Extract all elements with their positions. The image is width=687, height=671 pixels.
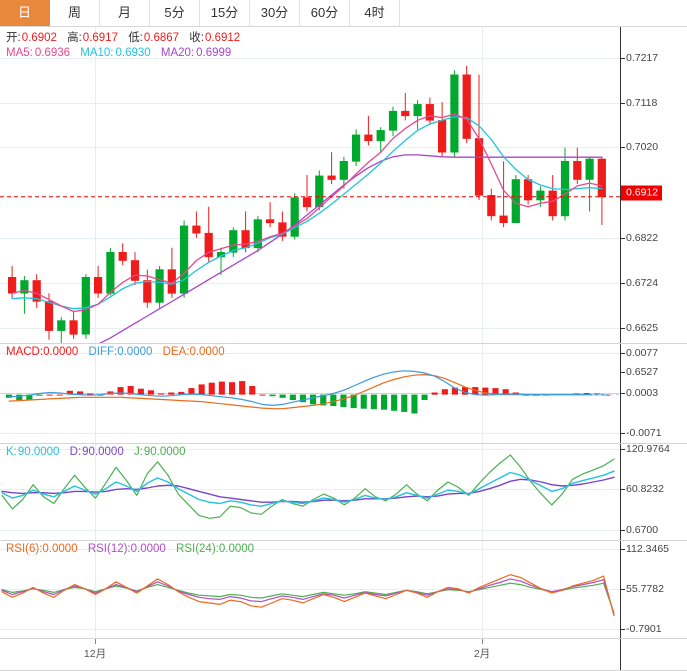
vertical-gridline [482, 444, 483, 540]
macd-zero-line [0, 393, 620, 394]
vertical-gridline [95, 344, 96, 443]
kdj-svg [1, 454, 615, 519]
time-axis-corner [620, 639, 687, 670]
tab-4[interactable]: 15分 [200, 0, 250, 26]
kdj-axis-label: 0.6700 [626, 524, 659, 536]
last-price-badge: 0.6912 [621, 185, 663, 201]
time-tick [95, 639, 96, 644]
gridline [0, 103, 620, 104]
tab-0[interactable]: 日 [0, 0, 50, 26]
price-axis-label: 0.6724 [626, 277, 659, 289]
gridline [0, 433, 620, 434]
macd-axis-label: 0.0077 [626, 347, 659, 359]
time-axis-label: 12月 [83, 648, 107, 660]
gridline [0, 549, 620, 550]
rsi-panel: RSI(6):0.0000 RSI(12):0.0000 RSI(24):0.0… [0, 540, 687, 638]
tab-6[interactable]: 60分 [300, 0, 350, 26]
vertical-gridline [95, 541, 96, 638]
rsi-axis-label: -0.7901 [626, 623, 662, 635]
rsi-axis-label: 112.3465 [626, 543, 670, 555]
price-axis-label: 0.7118 [626, 97, 658, 109]
time-tick [482, 639, 483, 644]
price-panel: 开:0.6902 高:0.6917 低:0.6867 收:0.6912 MA5:… [0, 27, 687, 378]
price-plot: 开:0.6902 高:0.6917 低:0.6867 收:0.6912 MA5:… [0, 27, 620, 343]
macd-svg [6, 370, 620, 414]
rsi-axis: 112.3465 55.7782 -0.7901 [620, 541, 687, 638]
gridline [0, 530, 620, 531]
macd-plot: MACD:0.0000 DIFF:0.0000 DEA:0.0000 [0, 344, 620, 443]
rsi-axis-label: 55.7782 [626, 583, 664, 595]
gridline [0, 147, 620, 148]
price-axis: 0.7217 0.7118 0.7020 0.6822 0.6724 0.662… [620, 27, 687, 378]
gridline [0, 629, 620, 630]
price-axis-label: 0.6822 [626, 232, 659, 244]
kdj-panel: K:90.0000 D:90.0000 J:90.0000 120.9764 6… [0, 443, 687, 540]
gridline [0, 283, 620, 284]
tab-3[interactable]: 5分 [150, 0, 200, 26]
price-axis-label: 0.6625 [626, 322, 659, 334]
period-tabbar: 日周月 5分 15分 30分 60分 4时 [0, 0, 687, 27]
macd-panel: MACD:0.0000 DIFF:0.0000 DEA:0.0000 0.007… [0, 343, 687, 443]
time-axis-label: 2月 [473, 648, 491, 660]
gridline [0, 353, 620, 354]
gridline [0, 238, 620, 239]
price-axis-label: 0.7020 [626, 141, 659, 153]
time-axis-plot: 12月 2月 [0, 639, 620, 670]
kdj-plot: K:90.0000 D:90.0000 J:90.0000 [0, 444, 620, 540]
candlestick-svg [0, 65, 620, 343]
gridline [0, 328, 620, 329]
tabbar-filler [400, 0, 687, 26]
tab-1[interactable]: 周 [50, 0, 100, 26]
gridline [0, 589, 620, 590]
gridline [0, 58, 620, 59]
tab-5[interactable]: 30分 [250, 0, 300, 26]
price-axis-label: 0.6527 [626, 366, 659, 378]
gridline [0, 449, 620, 450]
rsi-svg [1, 574, 615, 617]
kdj-axis-label: 60.8232 [626, 483, 664, 495]
vertical-gridline [95, 27, 96, 343]
time-axis-panel: 12月 2月 [0, 638, 687, 671]
kdj-axis-label: 120.9764 [626, 443, 670, 455]
macd-axis: 0.0077 0.0003 -0.0071 [620, 344, 687, 443]
macd-axis-label: -0.0071 [626, 427, 662, 439]
tab-7[interactable]: 4时 [350, 0, 400, 26]
macd-axis-label: 0.0003 [626, 387, 659, 399]
rsi-plot: RSI(6):0.0000 RSI(12):0.0000 RSI(24):0.0… [0, 541, 620, 638]
tab-2[interactable]: 月 [100, 0, 150, 26]
price-axis-label: 0.7217 [626, 52, 659, 64]
gridline [0, 489, 620, 490]
kdj-axis: 120.9764 60.8232 0.6700 [620, 443, 687, 540]
